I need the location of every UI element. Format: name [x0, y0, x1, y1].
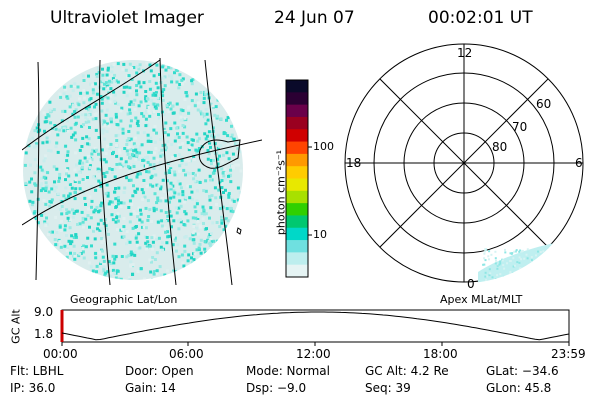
colorbar-band: [286, 129, 308, 143]
uv-emission-speckle: [23, 61, 243, 280]
colorbar-band: [286, 153, 308, 167]
gc-alt-readout: GC Alt: 4.2 Re: [365, 364, 449, 378]
glon-readout: GLon: 45.8: [486, 381, 552, 395]
ip-readout: IP: 36.0: [10, 381, 56, 395]
time-tick-1200: 12:00: [296, 347, 331, 361]
colorbar-band: [286, 240, 308, 253]
geographic-grid-lines: [22, 57, 262, 285]
colorbar-frame: [285, 79, 309, 278]
lat-label-60: 60: [536, 97, 552, 111]
lat-label-80: 80: [492, 140, 508, 154]
door-readout: Door: Open: [125, 364, 194, 378]
colorbar-band: [286, 252, 308, 266]
colorbar-band: [286, 141, 308, 155]
time-tick-0000: 00:00: [43, 347, 78, 361]
colorbar-label-10: 10: [313, 228, 327, 241]
colorbar-band: [286, 215, 308, 229]
mlt-label-18: 18: [346, 156, 362, 170]
colorbar-band: [286, 203, 308, 216]
time-tick-2359: 23:59: [551, 347, 586, 361]
dsp-readout: Dsp: −9.0: [246, 381, 307, 395]
observation-time: 00:02:01 UT: [428, 8, 533, 28]
time-tick-1800: 18:00: [423, 347, 458, 361]
glat-readout: GLat: −34.6: [486, 364, 559, 378]
altitude-tick-1-8: 1.8: [34, 327, 54, 341]
polar-diagonal-2: [379, 78, 549, 248]
island-outline: [236, 227, 242, 235]
colorbar-band: [286, 190, 308, 204]
polar-grid: [344, 43, 584, 283]
altitude-tick-9: 9.0: [34, 305, 54, 319]
lat-label-70: 70: [512, 120, 528, 134]
apex-caption: Apex MLat/MLT: [440, 293, 523, 306]
colorbar-band: [286, 178, 308, 192]
mlt-label-12: 12: [457, 46, 473, 60]
filter-readout: Flt: LBHL: [10, 364, 64, 378]
gain-readout: Gain: 14: [125, 381, 176, 395]
colorbar-label-100: 100: [313, 140, 334, 153]
colorbar-gradient: [286, 80, 308, 278]
altitude-plot-frame: [61, 309, 570, 343]
colorbar-band: [286, 227, 308, 241]
geographic-caption: Geographic Lat/Lon: [70, 293, 178, 306]
seq-readout: Seq: 39: [365, 381, 411, 395]
altitude-axis-label: GC Alt: [9, 309, 23, 344]
colorbar-band: [286, 92, 308, 106]
colorbar-band: [286, 104, 308, 118]
colorbar-band: [286, 80, 308, 93]
colorbar-band: [286, 116, 308, 130]
coastline-outline: [198, 139, 241, 169]
colorbar-band: [286, 264, 308, 278]
mlt-label-0: 0: [467, 277, 475, 291]
observation-date: 24 Jun 07: [274, 8, 355, 28]
colorbar-band: [286, 166, 308, 179]
instrument-title: Ultraviolet Imager: [50, 8, 204, 28]
altitude-curve: [61, 311, 570, 341]
mlt-label-6: 6: [575, 156, 583, 170]
mode-readout: Mode: Normal: [246, 364, 330, 378]
time-tick-0600: 06:00: [169, 347, 204, 361]
altitude-x-ticks: [61, 342, 570, 346]
